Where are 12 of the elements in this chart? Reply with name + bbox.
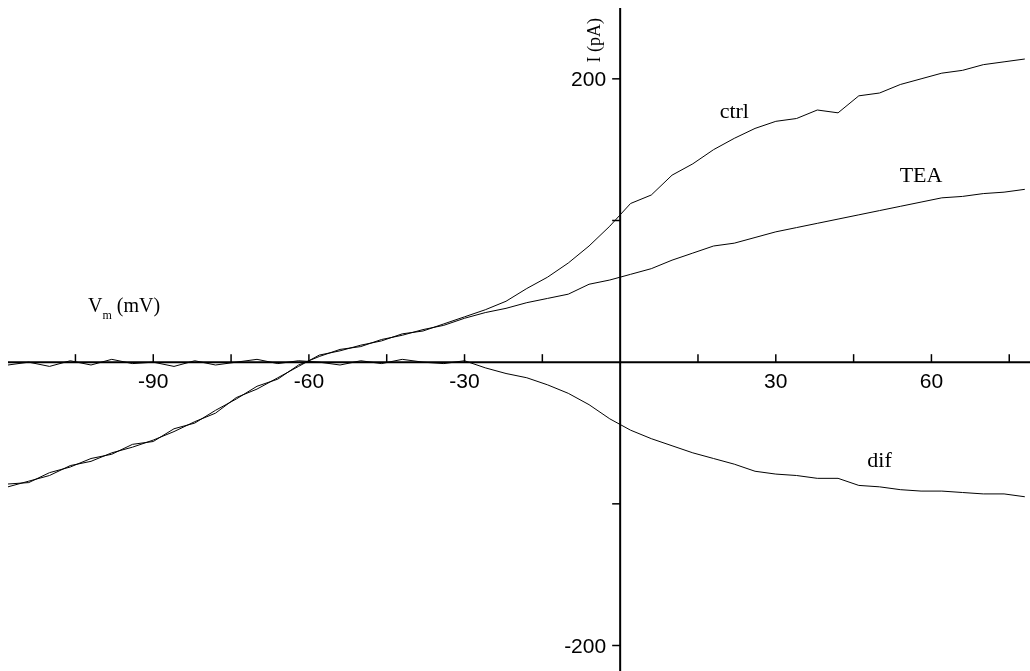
x-tick-label: -90 [138,369,169,393]
x-tick-label: 60 [919,369,944,393]
x-tick-label: 30 [764,369,788,393]
x-tick-label: -30 [449,369,480,393]
y-axis-title: I (pA) [584,18,606,63]
series-label: dif [867,446,893,472]
series-label: TEA [899,162,943,188]
y-tick-label: -200 [564,633,607,657]
x-axis-title: V$_{m}$ (mV) [88,294,161,323]
series-label: ctrl [719,98,749,124]
x-tick-label: -60 [293,369,325,393]
y-tick-label: 200 [571,66,607,90]
